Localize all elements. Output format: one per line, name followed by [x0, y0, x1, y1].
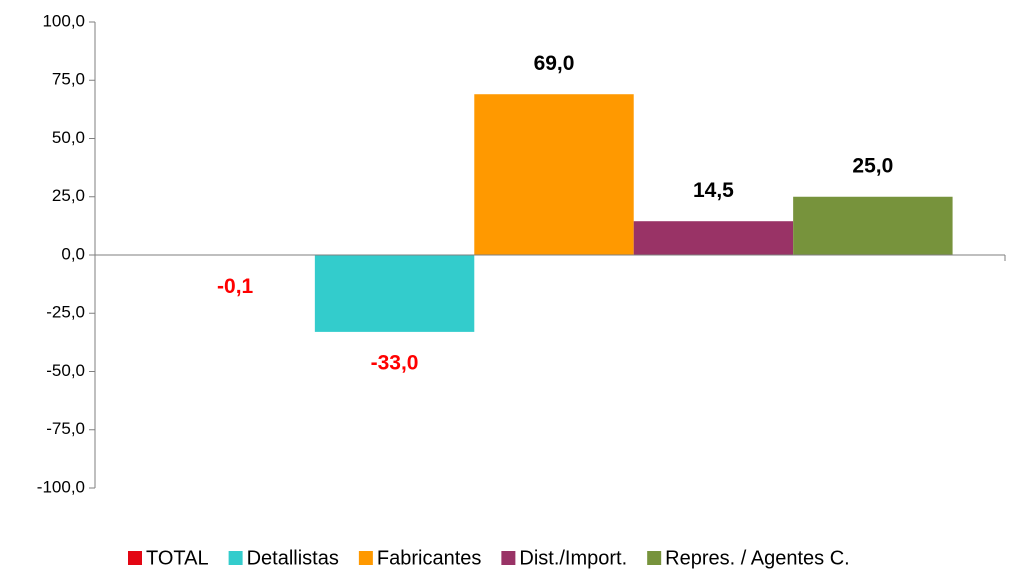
- legend-label: Fabricantes: [377, 547, 482, 569]
- bar: [793, 196, 953, 255]
- data-label: 14,5: [693, 179, 734, 202]
- legend-label: TOTAL: [146, 547, 209, 569]
- y-tick-label: 0,0: [61, 244, 85, 263]
- data-label: -33,0: [371, 351, 419, 374]
- bar: [474, 94, 634, 255]
- legend-label: Repres. / Agentes C.: [665, 547, 850, 569]
- data-label: 25,0: [852, 154, 893, 177]
- data-label: 69,0: [534, 52, 575, 75]
- y-tick-label: -25,0: [46, 303, 85, 322]
- data-label: -0,1: [217, 275, 254, 298]
- y-tick-label: -100,0: [37, 477, 85, 496]
- bar: [633, 221, 794, 255]
- y-tick-label: 50,0: [52, 128, 85, 147]
- legend-label: Detallistas: [247, 547, 339, 569]
- legend-swatch: [501, 551, 516, 565]
- y-tick-label: 100,0: [42, 11, 85, 30]
- bar: [314, 255, 475, 332]
- y-tick-label: -50,0: [46, 361, 85, 380]
- legend-swatch: [128, 551, 142, 565]
- y-tick-label: -75,0: [46, 419, 85, 438]
- legend-swatch: [647, 551, 662, 565]
- y-tick-label: 75,0: [52, 70, 85, 89]
- legend-swatch: [228, 551, 243, 565]
- y-tick-label: 25,0: [52, 186, 85, 205]
- legend-label: Dist./Import.: [519, 547, 627, 569]
- legend-swatch: [358, 551, 373, 565]
